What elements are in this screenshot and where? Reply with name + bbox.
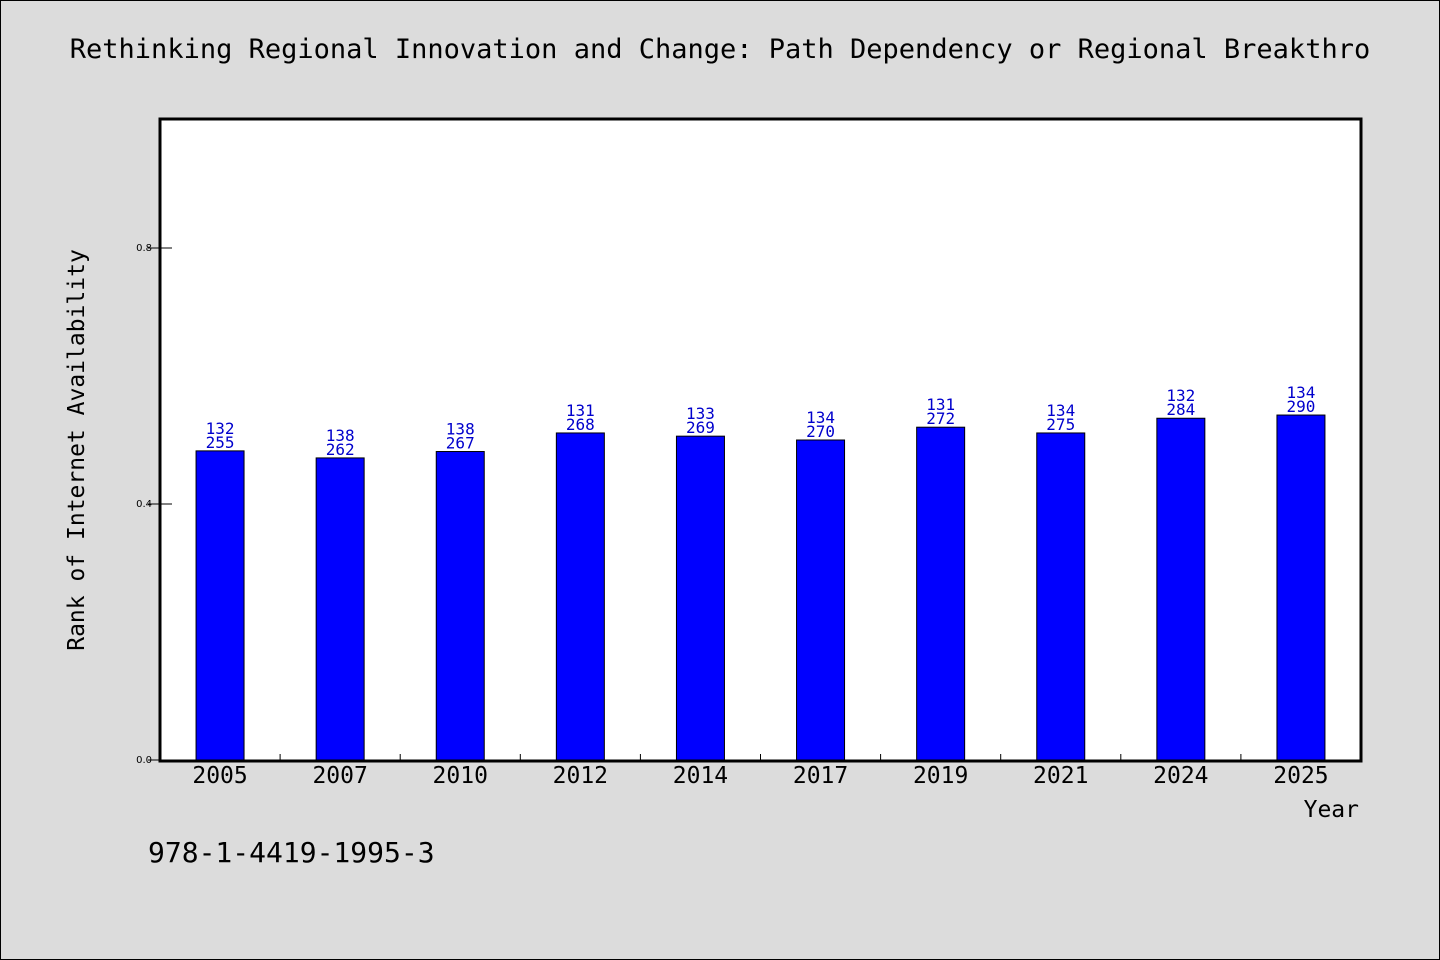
chart-title: Rethinking Regional Innovation and Chang… bbox=[69, 34, 1371, 65]
y-tick-label: 0.8 bbox=[136, 243, 152, 254]
bar-2021 bbox=[1036, 432, 1086, 761]
data-label-upper: 138 bbox=[326, 426, 355, 445]
data-label-upper: 131 bbox=[566, 401, 595, 420]
footer-isbn: 978-1-4419-1995-3 bbox=[148, 836, 435, 869]
data-label-lower: 255 bbox=[206, 433, 235, 452]
data-label-lower: 268 bbox=[566, 415, 595, 434]
bars-group bbox=[195, 414, 1326, 761]
data-label-lower: 270 bbox=[806, 422, 835, 441]
bar-2019 bbox=[916, 426, 966, 761]
bar-2010 bbox=[435, 451, 485, 761]
data-label-upper: 138 bbox=[446, 420, 475, 439]
bar-2017 bbox=[796, 439, 846, 761]
x-tick-label: 2010 bbox=[433, 763, 488, 789]
data-label-lower: 272 bbox=[926, 409, 955, 428]
bar-2025 bbox=[1276, 414, 1326, 761]
data-label-lower: 284 bbox=[1166, 400, 1195, 419]
data-label-lower: 269 bbox=[686, 418, 715, 437]
data-label-upper: 132 bbox=[206, 419, 235, 438]
x-axis-label: Year bbox=[1304, 797, 1359, 823]
x-tick-label: 2005 bbox=[192, 763, 247, 789]
bar-2014 bbox=[675, 435, 725, 761]
y-ticks-group: 0.0 0.4 0.8 bbox=[136, 243, 172, 766]
data-label-lower: 275 bbox=[1046, 415, 1075, 434]
data-label-upper: 132 bbox=[1166, 386, 1195, 405]
data-label-upper: 133 bbox=[686, 404, 715, 423]
x-tick-label: 2019 bbox=[913, 763, 968, 789]
x-tick-label: 2021 bbox=[1033, 763, 1088, 789]
data-label-upper: 134 bbox=[1286, 383, 1315, 402]
data-label-upper: 134 bbox=[1046, 401, 1075, 420]
data-label-lower: 262 bbox=[326, 440, 355, 459]
y-tick-label: 0.0 bbox=[136, 755, 152, 766]
bar-2012 bbox=[555, 432, 605, 761]
x-tick-label: 2014 bbox=[673, 763, 728, 789]
x-tick-label: 2024 bbox=[1153, 763, 1208, 789]
x-tick-label: 2007 bbox=[312, 763, 367, 789]
y-tick-label: 0.4 bbox=[136, 499, 152, 510]
bar-2024 bbox=[1156, 417, 1206, 761]
y-axis-label: Rank of Internet Availability bbox=[64, 249, 90, 651]
x-ticks-group: 2005 2007 2010 2012 2014 2017 2019 2021 2024 2025 bbox=[192, 754, 1329, 789]
data-label-upper: 134 bbox=[806, 408, 835, 427]
bar-2005 bbox=[195, 450, 245, 761]
x-tick-label: 2025 bbox=[1273, 763, 1328, 789]
bar-2007 bbox=[315, 457, 365, 761]
data-label-lower: 290 bbox=[1286, 397, 1315, 416]
x-tick-label: 2012 bbox=[553, 763, 608, 789]
data-label-lower: 267 bbox=[446, 434, 475, 453]
data-label-upper: 131 bbox=[926, 395, 955, 414]
x-tick-label: 2017 bbox=[793, 763, 848, 789]
